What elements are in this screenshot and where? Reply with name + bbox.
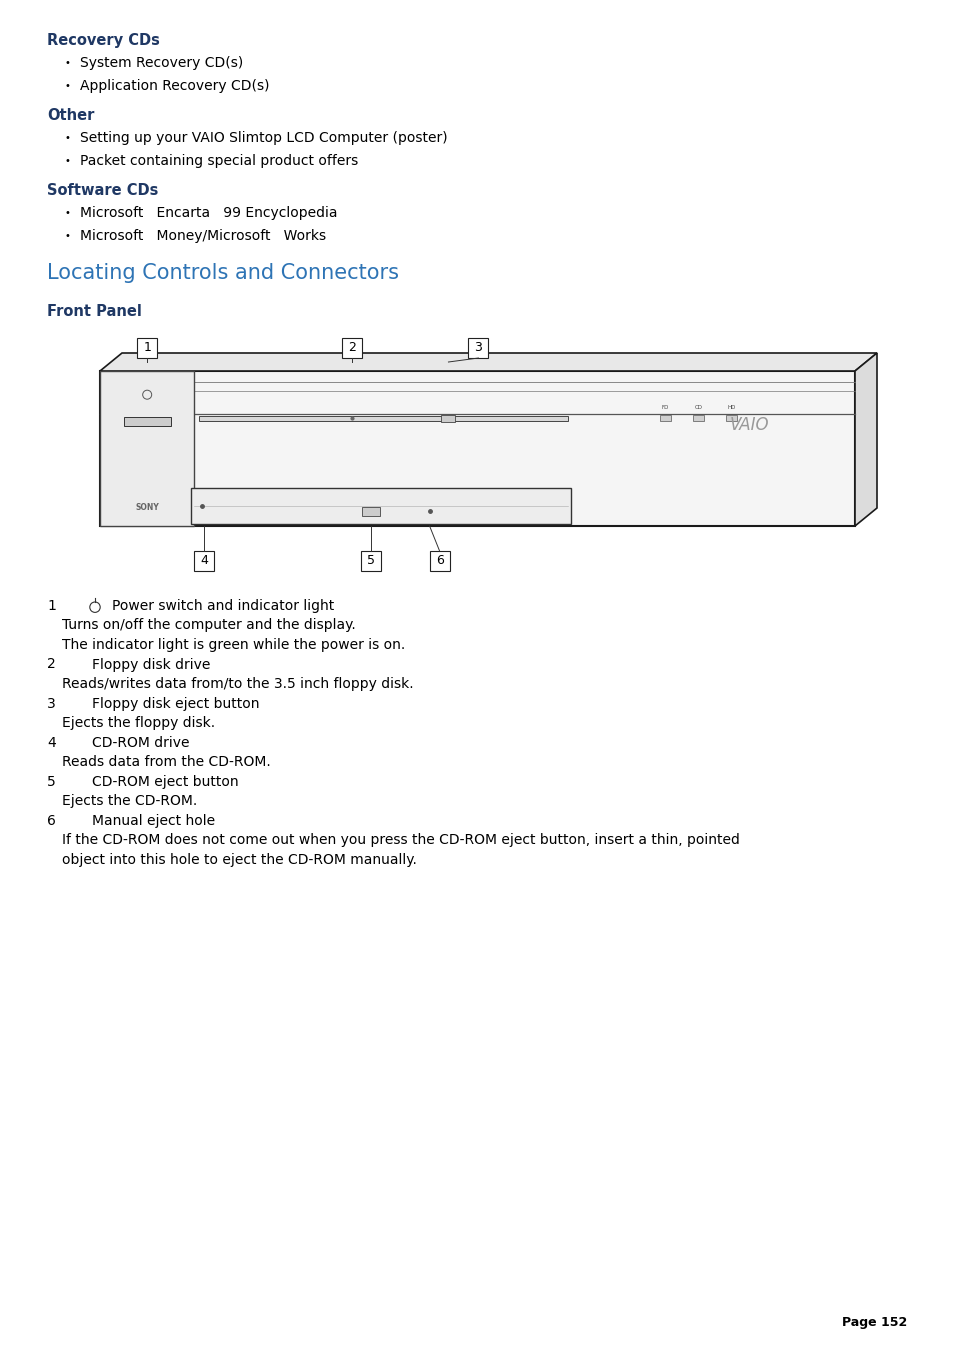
- Bar: [429, 551, 449, 571]
- Text: 2: 2: [347, 342, 355, 354]
- Text: Microsoft   Encarta   99 Encyclopedia: Microsoft Encarta 99 Encyclopedia: [80, 205, 337, 220]
- Text: Front Panel: Front Panel: [47, 304, 142, 319]
- Text: Packet containing special product offers: Packet containing special product offers: [80, 154, 358, 168]
- Polygon shape: [854, 353, 876, 526]
- Text: System Recovery CD(s): System Recovery CD(s): [80, 55, 243, 70]
- Text: •: •: [65, 132, 71, 143]
- Text: •: •: [65, 231, 71, 240]
- Text: If the CD-ROM does not come out when you press the CD-ROM eject button, insert a: If the CD-ROM does not come out when you…: [62, 834, 740, 847]
- Bar: [441, 415, 455, 422]
- Text: CD-ROM drive: CD-ROM drive: [91, 735, 190, 750]
- Text: Reads data from the CD-ROM.: Reads data from the CD-ROM.: [62, 755, 271, 769]
- Text: Page 152: Page 152: [841, 1316, 906, 1329]
- Text: VAIO: VAIO: [729, 416, 768, 434]
- Text: Locating Controls and Connectors: Locating Controls and Connectors: [47, 263, 398, 282]
- Text: CD: CD: [694, 405, 701, 411]
- Text: Turns on/off the computer and the display.: Turns on/off the computer and the displa…: [62, 619, 355, 632]
- Text: Power switch and indicator light: Power switch and indicator light: [112, 598, 334, 613]
- Bar: [361, 551, 381, 571]
- Text: CD-ROM eject button: CD-ROM eject button: [91, 774, 238, 789]
- Text: 3: 3: [474, 342, 482, 354]
- Bar: [137, 338, 157, 358]
- Text: FD: FD: [661, 405, 669, 411]
- Text: Floppy disk eject button: Floppy disk eject button: [91, 697, 259, 711]
- Text: Software CDs: Software CDs: [47, 182, 158, 199]
- Text: 6: 6: [47, 813, 56, 828]
- Text: Other: Other: [47, 108, 94, 123]
- Text: •: •: [65, 208, 71, 218]
- Text: 1: 1: [143, 342, 151, 354]
- Text: •: •: [65, 81, 71, 91]
- Bar: [362, 507, 380, 516]
- Text: 4: 4: [47, 735, 55, 750]
- Text: HD: HD: [726, 405, 735, 411]
- Text: Application Recovery CD(s): Application Recovery CD(s): [80, 78, 269, 93]
- Text: •: •: [65, 58, 71, 68]
- Bar: [659, 415, 670, 422]
- Text: The indicator light is green while the power is on.: The indicator light is green while the p…: [62, 638, 405, 653]
- Bar: [194, 551, 214, 571]
- Text: 5: 5: [47, 774, 55, 789]
- Bar: [124, 417, 171, 427]
- Text: 2: 2: [47, 658, 55, 671]
- Text: 5: 5: [367, 554, 375, 567]
- Text: Reads/writes data from/to the 3.5 inch floppy disk.: Reads/writes data from/to the 3.5 inch f…: [62, 677, 414, 690]
- Text: SONY: SONY: [135, 504, 159, 512]
- Text: 6: 6: [436, 554, 443, 567]
- Bar: [341, 338, 361, 358]
- Bar: [100, 372, 194, 526]
- Text: object into this hole to eject the CD-ROM manually.: object into this hole to eject the CD-RO…: [62, 852, 416, 866]
- Text: Microsoft   Money/Microsoft   Works: Microsoft Money/Microsoft Works: [80, 230, 326, 243]
- Text: Floppy disk drive: Floppy disk drive: [91, 658, 211, 671]
- Text: Recovery CDs: Recovery CDs: [47, 32, 160, 49]
- Text: 3: 3: [47, 697, 55, 711]
- Text: 4: 4: [200, 554, 208, 567]
- Polygon shape: [100, 372, 854, 526]
- Bar: [468, 338, 488, 358]
- Text: Manual eject hole: Manual eject hole: [91, 813, 214, 828]
- Polygon shape: [100, 353, 876, 372]
- Text: Setting up your VAIO Slimtop LCD Computer (poster): Setting up your VAIO Slimtop LCD Compute…: [80, 131, 447, 145]
- Text: Ejects the CD-ROM.: Ejects the CD-ROM.: [62, 794, 197, 808]
- Bar: [199, 416, 567, 422]
- Text: Ejects the floppy disk.: Ejects the floppy disk.: [62, 716, 214, 730]
- Text: 1: 1: [47, 598, 56, 613]
- Bar: [192, 488, 570, 524]
- Bar: [693, 415, 703, 422]
- Bar: [725, 415, 737, 422]
- Text: •: •: [65, 155, 71, 166]
